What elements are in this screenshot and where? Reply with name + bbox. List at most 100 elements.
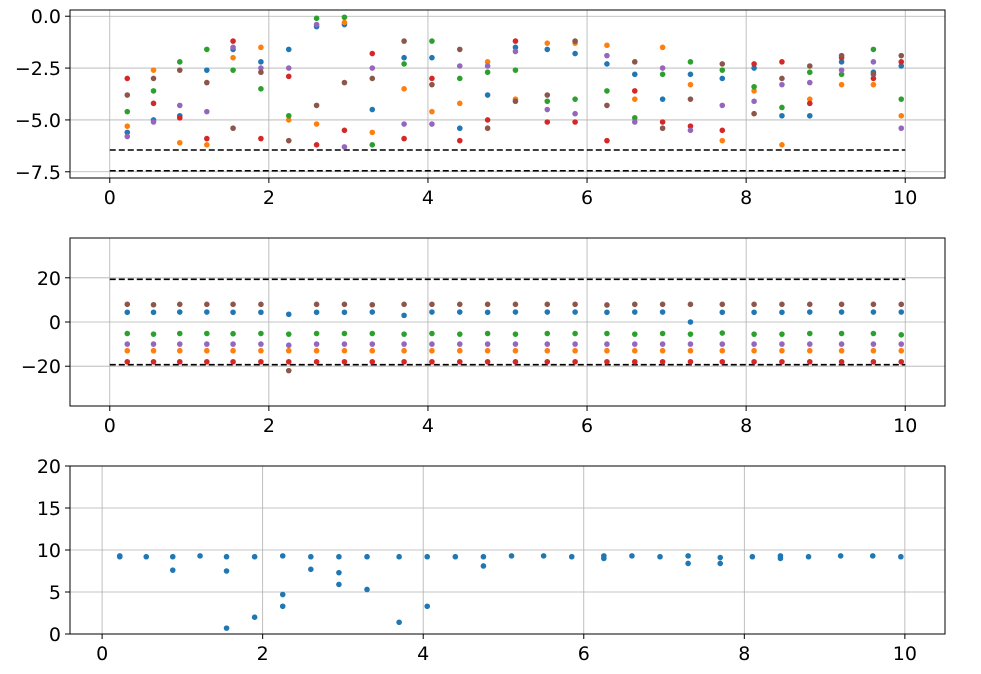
- data-point: [544, 92, 551, 98]
- data-point: [258, 44, 264, 51]
- data-point: [838, 59, 845, 65]
- data-point: [313, 121, 320, 127]
- data-point: [512, 358, 519, 365]
- data-point: [484, 330, 491, 337]
- data-point: [659, 301, 666, 308]
- data-point: [544, 46, 551, 53]
- data-point: [484, 69, 491, 76]
- data-point: [484, 358, 491, 365]
- data-point: [685, 560, 691, 567]
- data-point: [572, 301, 578, 308]
- data-point: [806, 96, 813, 102]
- data-point: [751, 309, 757, 316]
- data-point: [150, 331, 157, 337]
- data-point: [124, 341, 131, 347]
- x-tick-label: 4: [422, 187, 434, 209]
- series-3: [124, 14, 905, 148]
- axes-frame: [69, 9, 946, 179]
- data-point: [512, 44, 519, 51]
- data-point: [143, 553, 150, 560]
- data-point: [124, 330, 131, 337]
- data-point: [364, 586, 370, 593]
- data-point: [512, 331, 519, 337]
- series-1: [124, 21, 905, 136]
- data-point: [870, 46, 877, 53]
- data-point: [369, 358, 376, 365]
- data-point: [659, 309, 666, 315]
- data-point: [258, 301, 264, 308]
- data-point: [258, 341, 264, 347]
- data-point: [572, 50, 578, 57]
- x-tick-label: 6: [581, 415, 593, 437]
- data-point: [779, 331, 785, 337]
- x-tick-label: 2: [257, 643, 269, 665]
- data-point: [176, 115, 183, 121]
- data-point: [751, 341, 757, 347]
- data-point: [604, 347, 610, 354]
- data-point: [336, 569, 342, 576]
- data-point: [838, 71, 845, 78]
- data-point: [779, 59, 785, 65]
- data-point: [341, 19, 348, 26]
- data-point: [456, 63, 463, 69]
- data-point: [484, 59, 491, 65]
- data-point: [336, 581, 342, 588]
- data-point: [687, 81, 694, 88]
- data-point: [456, 100, 463, 107]
- data-point: [258, 65, 264, 71]
- series-4: [124, 358, 905, 365]
- data-point: [898, 309, 905, 315]
- data-point: [456, 137, 463, 144]
- data-point: [313, 301, 320, 308]
- data-point: [456, 331, 463, 337]
- data-point: [341, 347, 348, 354]
- data-point: [719, 61, 726, 67]
- x-tick-label: 8: [740, 415, 752, 437]
- data-point: [341, 358, 348, 365]
- data-point: [898, 341, 905, 347]
- data-point: [544, 98, 551, 105]
- x-tick-label: 10: [893, 187, 917, 209]
- data-point: [572, 358, 578, 365]
- data-point: [717, 554, 724, 561]
- data-point: [456, 358, 463, 365]
- data-point: [313, 330, 320, 337]
- data-point: [544, 330, 551, 337]
- data-point: [779, 358, 785, 365]
- data-point: [870, 59, 877, 65]
- data-point: [604, 102, 610, 109]
- data-point: [429, 309, 435, 315]
- data-point: [285, 358, 292, 365]
- data-point: [751, 331, 757, 337]
- data-point: [396, 619, 402, 626]
- data-point: [687, 347, 694, 354]
- data-point: [169, 567, 176, 573]
- data-point: [341, 127, 348, 134]
- data-point: [657, 553, 663, 560]
- data-point: [484, 341, 491, 347]
- data-point: [150, 358, 157, 365]
- data-point: [176, 102, 183, 109]
- data-point: [429, 347, 435, 354]
- data-point: [631, 301, 638, 308]
- data-point: [285, 367, 292, 374]
- data-point: [396, 553, 402, 560]
- data-point: [223, 568, 230, 574]
- data-point: [124, 108, 131, 115]
- data-point: [544, 40, 551, 46]
- data-point: [719, 67, 726, 73]
- data-point: [544, 347, 551, 354]
- data-point: [429, 330, 435, 337]
- data-point: [341, 330, 348, 337]
- data-point: [124, 92, 131, 98]
- data-point: [838, 358, 845, 365]
- data-point: [751, 110, 757, 117]
- data-point: [719, 127, 726, 134]
- series-1: [116, 553, 904, 631]
- data-point: [838, 52, 845, 59]
- data-point: [806, 69, 813, 76]
- data-point: [512, 67, 519, 73]
- data-point: [870, 358, 877, 365]
- data-point: [838, 301, 845, 308]
- series-4: [124, 38, 905, 148]
